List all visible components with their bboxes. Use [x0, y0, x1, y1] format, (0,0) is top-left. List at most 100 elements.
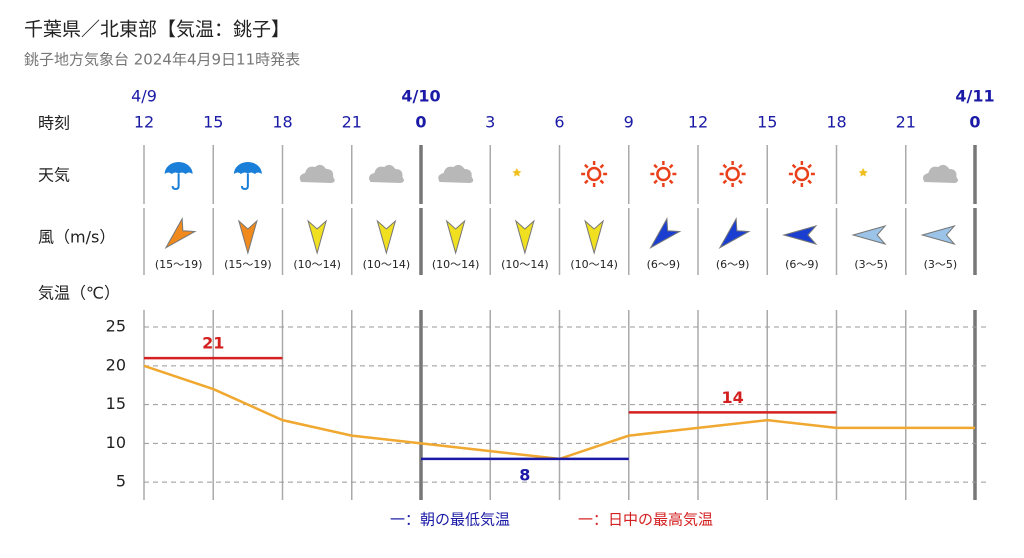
- subtitle: 銚子地方気象台 2024年4月9日11時発表: [24, 51, 300, 69]
- wind-arrow: [851, 225, 887, 245]
- wind-speed: (10〜14): [432, 258, 480, 271]
- weather-icon: [650, 161, 677, 187]
- wind-arrow: [514, 219, 535, 255]
- weather-icon: [512, 163, 531, 185]
- ray: [807, 163, 812, 169]
- hour-label: 12: [688, 113, 708, 132]
- band-label: 21: [202, 334, 224, 353]
- row-label: 風（m/s）: [38, 228, 115, 247]
- umbrella: [164, 162, 193, 174]
- weather-icon: [164, 162, 193, 191]
- star: [858, 168, 868, 177]
- wind-arrow: [376, 219, 397, 255]
- hour-label: 18: [826, 113, 846, 132]
- wind-arrow: [237, 219, 258, 255]
- ray: [668, 179, 674, 185]
- star: [512, 168, 522, 177]
- wind-speed: (10〜14): [363, 258, 411, 271]
- moon: [866, 163, 878, 185]
- weather-icon: [233, 162, 262, 191]
- ray: [738, 163, 743, 169]
- wind-speed: (3〜5): [854, 258, 888, 271]
- weather-icon: [438, 164, 474, 183]
- sun: [725, 166, 740, 182]
- wind-arrow: [649, 217, 682, 250]
- hour-label: 6: [554, 113, 564, 132]
- cloud: [369, 164, 404, 183]
- wind-speed: (6〜9): [647, 258, 681, 271]
- ray: [584, 163, 589, 169]
- weather-icon: [719, 161, 746, 187]
- ray: [807, 179, 812, 185]
- cloud: [923, 164, 958, 183]
- wind-speed: (10〜14): [570, 258, 618, 271]
- date-label: 4/9: [131, 87, 157, 106]
- wind-speed: (15〜19): [155, 258, 203, 271]
- date-label: 4/11: [955, 87, 994, 106]
- ray: [584, 179, 589, 185]
- weather-icon: [581, 161, 608, 187]
- cloud: [438, 164, 474, 183]
- weather-icon: [788, 161, 815, 187]
- sun: [656, 166, 671, 182]
- y-axis-label: 気温（℃）: [38, 284, 120, 303]
- hour-label: 0: [415, 113, 426, 132]
- wind-arrow: [164, 217, 197, 250]
- ray: [738, 179, 743, 185]
- row-label: 時刻: [38, 114, 70, 133]
- weather-icon: [858, 163, 878, 185]
- handle: [171, 174, 180, 191]
- wind-speed: (10〜14): [293, 258, 341, 271]
- y-tick-label: 20: [106, 355, 126, 374]
- weather-icon: [299, 164, 335, 183]
- wind-speed: (15〜19): [224, 258, 272, 271]
- ray: [722, 163, 728, 169]
- y-tick-label: 5: [116, 472, 126, 491]
- wind-speed: (6〜9): [785, 258, 819, 271]
- hour-label: 15: [203, 113, 223, 132]
- wind-arrow: [782, 225, 818, 245]
- ray: [668, 163, 674, 169]
- ray: [653, 163, 658, 169]
- weather-icon: [369, 164, 404, 183]
- hour-label: 3: [485, 113, 495, 132]
- ray: [653, 179, 658, 185]
- handle: [240, 174, 249, 191]
- ray: [791, 179, 797, 185]
- wind-speed: (3〜5): [924, 258, 958, 271]
- hour-label: 21: [896, 113, 916, 132]
- title: 千葉県／北東部【気温：銚子】: [24, 19, 290, 41]
- umbrella: [233, 162, 262, 174]
- date-label: 4/10: [401, 87, 440, 106]
- hour-label: 12: [134, 113, 154, 132]
- hour-label: 15: [757, 113, 777, 132]
- sun: [586, 166, 602, 182]
- wind-arrow: [718, 217, 751, 250]
- band-label: 8: [519, 465, 530, 484]
- y-tick-label: 25: [106, 317, 126, 336]
- legend-entry: 一：日中の最高気温: [578, 511, 713, 529]
- wind-arrow: [445, 219, 466, 255]
- hour-label: 18: [272, 113, 292, 132]
- moon: [519, 163, 531, 185]
- hour-label: 9: [624, 113, 634, 132]
- wind-arrow: [584, 219, 605, 255]
- sun: [794, 166, 810, 182]
- cloud: [299, 164, 335, 183]
- wind-speed: (10〜14): [501, 258, 549, 271]
- row-label: 天気: [38, 166, 70, 185]
- ray: [599, 163, 605, 169]
- hour-label: 0: [969, 113, 980, 132]
- weather-icon: [923, 164, 958, 183]
- y-tick-label: 10: [106, 433, 126, 452]
- wind-arrow: [307, 219, 328, 255]
- band-label: 14: [721, 388, 743, 407]
- wind-arrow: [920, 225, 956, 245]
- ray: [791, 163, 797, 169]
- wind-speed: (6〜9): [716, 258, 750, 271]
- y-tick-label: 15: [106, 394, 126, 413]
- ray: [599, 179, 605, 185]
- legend-entry: 一：朝の最低気温: [390, 511, 510, 529]
- hour-label: 21: [342, 113, 362, 132]
